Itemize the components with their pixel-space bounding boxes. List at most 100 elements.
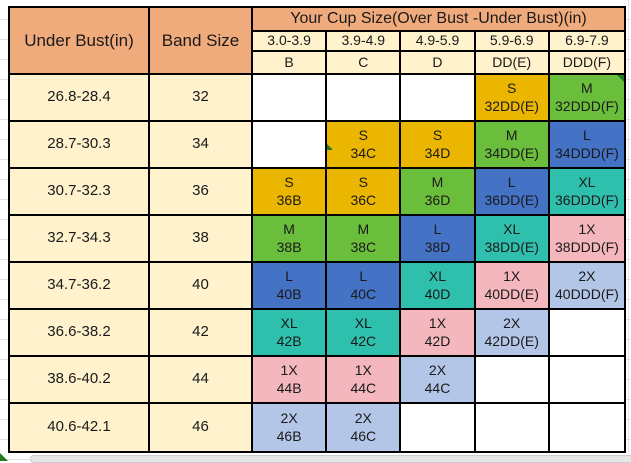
size-letter-label: 2X <box>280 410 298 426</box>
bra-size-label: 36B <box>276 191 302 208</box>
cup-size-title: Your Cup Size(Over Bust -Under Bust)(in) <box>253 8 624 32</box>
band-size-cell: 42 <box>150 310 253 357</box>
bra-size-label: 38D <box>424 238 451 255</box>
size-cell: XL 42C <box>327 310 402 357</box>
bra-size-label: 36D <box>424 191 451 208</box>
under-bust-cell: 40.6-42.1 <box>10 404 150 451</box>
bra-size-label: 36DD(E) <box>484 191 539 208</box>
cup-range-header: 6.9-7.9 <box>549 32 624 52</box>
bra-size-label: 46B <box>276 427 302 444</box>
size-cell: XL 42B <box>253 310 328 357</box>
size-cell: S 34C <box>327 122 402 169</box>
under-bust-cell: 38.6-40.2 <box>10 357 150 404</box>
size-cell <box>253 122 328 169</box>
size-letter-label: XL <box>503 221 521 237</box>
size-cell: 1X 44C <box>327 357 402 404</box>
spreadsheet-gridline-vertical <box>628 0 629 452</box>
size-letter-label: 1X <box>354 362 372 378</box>
bra-size-label: 34C <box>350 144 377 161</box>
under-bust-cell: 30.7-32.3 <box>10 169 150 216</box>
size-letter-label: XL <box>280 315 298 331</box>
under-bust-cell: 36.6-38.2 <box>10 310 150 357</box>
size-letter-label: 1X <box>280 362 298 378</box>
bra-size-label: 32DD(E) <box>484 97 539 114</box>
size-cell: M 38C <box>327 216 402 263</box>
bra-size-label: 46C <box>350 427 377 444</box>
cup-range-header: 5.9-6.9 <box>475 32 550 52</box>
bra-size-label: 34D <box>424 144 451 161</box>
cup-letter-header: DDD(F) <box>549 52 624 75</box>
size-cell <box>253 75 328 122</box>
under-bust-cell: 26.8-28.4 <box>10 75 150 122</box>
cup-range-header: 3.9-4.9 <box>327 32 402 52</box>
size-cell: L 34DDD(F) <box>549 122 624 169</box>
cup-letter-header: DD(E) <box>475 52 550 75</box>
size-cell: XL 38DD(E) <box>475 216 550 263</box>
size-cell: 1X 44B <box>253 357 328 404</box>
size-cell: 2X 46B <box>253 404 328 451</box>
under-bust-header: Under Bust(in) <box>10 8 150 75</box>
size-cell: 1X 38DDD(F) <box>549 216 624 263</box>
size-cell: M 38B <box>253 216 328 263</box>
band-size-cell: 44 <box>150 357 253 404</box>
size-letter-label: S <box>358 174 368 190</box>
size-letter-label: S <box>432 127 443 143</box>
size-cell: 2X 46C <box>327 404 402 451</box>
size-cell: M 32DDD(F) <box>549 75 624 122</box>
cup-range-header: 4.9-5.9 <box>401 32 476 52</box>
size-cell: XL 40D <box>401 263 476 310</box>
size-cell: L 40C <box>327 263 402 310</box>
size-cell: S 36C <box>327 169 402 216</box>
size-letter-label: S <box>284 174 294 190</box>
bra-size-label: 44C <box>424 379 451 396</box>
band-size-cell: 34 <box>150 122 253 169</box>
size-cell: L 36DD(E) <box>475 169 550 216</box>
cup-letter-header: B <box>253 52 328 75</box>
bra-size-label: 44B <box>276 379 302 396</box>
bra-size-label: 42DD(E) <box>484 332 539 349</box>
band-size-header: Band Size <box>150 8 253 75</box>
bra-size-label: 34DDD(F) <box>555 144 619 161</box>
size-letter-label: 1X <box>503 268 521 284</box>
size-letter-label: L <box>582 127 591 143</box>
bra-size-label: 42B <box>276 332 302 349</box>
size-cell: 2X 40DDD(F) <box>549 263 624 310</box>
size-cell: M 36D <box>401 169 476 216</box>
size-letter-label: 2X <box>428 362 447 378</box>
error-marker-icon <box>327 143 334 150</box>
size-cell: 1X 42D <box>401 310 476 357</box>
sheet-corner-marker-icon <box>0 453 8 461</box>
bra-size-label: 40DD(E) <box>484 285 539 302</box>
size-cell: 2X 42DD(E) <box>475 310 550 357</box>
size-cell: M 34DD(E) <box>475 122 550 169</box>
size-letter-label: M <box>431 174 444 190</box>
size-letter-label: XL <box>428 268 447 284</box>
size-letter-label: 2X <box>503 315 521 331</box>
band-size-cell: 36 <box>150 169 253 216</box>
size-cell: 2X 44C <box>401 357 476 404</box>
size-letter-label: M <box>283 221 295 237</box>
bra-size-label: 38DDD(F) <box>555 238 619 255</box>
size-letter-label: S <box>507 80 517 96</box>
size-cell <box>327 75 402 122</box>
band-size-cell: 40 <box>150 263 253 310</box>
bra-size-label: 36C <box>350 191 377 208</box>
bra-size-label: 40D <box>424 285 451 302</box>
size-cell: S 32DD(E) <box>475 75 550 122</box>
bra-size-label: 42D <box>424 332 451 349</box>
size-letter-label: 1X <box>578 221 596 237</box>
band-size-cell: 46 <box>150 404 253 451</box>
size-letter-label: XL <box>578 174 596 190</box>
band-size-cell: 32 <box>150 75 253 122</box>
size-letter-label: L <box>359 268 368 284</box>
size-letter-label: M <box>357 221 370 237</box>
size-cell: L 38D <box>401 216 476 263</box>
size-letter-label: L <box>285 268 293 284</box>
size-cell <box>475 357 550 404</box>
size-cell <box>549 357 624 404</box>
size-letter-label: 2X <box>578 268 596 284</box>
size-cell <box>475 404 550 451</box>
cup-letter-header: C <box>327 52 402 75</box>
under-bust-cell: 34.7-36.2 <box>10 263 150 310</box>
bra-size-label: 36DDD(F) <box>555 191 619 208</box>
